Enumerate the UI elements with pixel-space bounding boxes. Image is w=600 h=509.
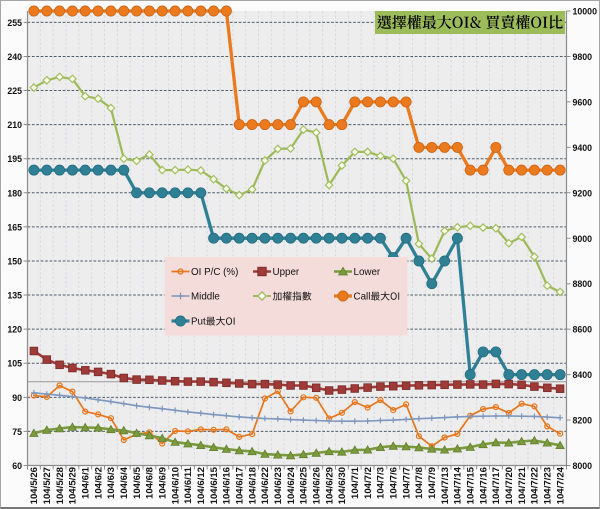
svg-text:104/6/2: 104/6/2 — [93, 467, 104, 499]
svg-text:104/7/23: 104/7/23 — [543, 467, 554, 504]
svg-text:240: 240 — [7, 52, 22, 62]
svg-text:104/7/2: 104/7/2 — [363, 467, 374, 499]
svg-text:Put: Put — [191, 317, 206, 328]
svg-text:60: 60 — [12, 461, 22, 471]
svg-text:104/6/15: 104/6/15 — [209, 466, 220, 504]
svg-text:90: 90 — [12, 393, 22, 403]
svg-text:Lower: Lower — [354, 267, 381, 278]
svg-text:104/6/17: 104/6/17 — [234, 467, 245, 504]
svg-text:104/7/9: 104/7/9 — [427, 467, 438, 499]
svg-text:Upper: Upper — [273, 267, 300, 278]
svg-text:104/5/29: 104/5/29 — [68, 467, 79, 504]
svg-text:104/6/25: 104/6/25 — [299, 466, 310, 504]
svg-text:104/5/27: 104/5/27 — [42, 467, 53, 504]
svg-text:104/7/6: 104/7/6 — [388, 467, 399, 499]
svg-text:75: 75 — [12, 427, 22, 437]
svg-text:104/6/29: 104/6/29 — [324, 467, 335, 504]
svg-text:104/6/9: 104/6/9 — [157, 467, 168, 499]
svg-text:104/6/30: 104/6/30 — [337, 467, 348, 504]
svg-text:104/7/16: 104/7/16 — [478, 467, 489, 504]
svg-text:9200: 9200 — [573, 188, 593, 198]
svg-text:105: 105 — [7, 359, 22, 369]
svg-text:150: 150 — [7, 257, 22, 267]
svg-text:9000: 9000 — [573, 234, 593, 244]
svg-text:104/7/7: 104/7/7 — [401, 467, 412, 499]
svg-text:8400: 8400 — [573, 370, 593, 380]
svg-text:104/7/1: 104/7/1 — [350, 466, 361, 499]
svg-text:Middle: Middle — [191, 292, 220, 303]
svg-text:104/7/3: 104/7/3 — [376, 467, 387, 499]
svg-text:10000: 10000 — [573, 7, 598, 17]
svg-text:225: 225 — [7, 86, 22, 96]
svg-text:104/7/22: 104/7/22 — [530, 467, 541, 504]
svg-text:104/6/11: 104/6/11 — [183, 466, 194, 503]
svg-text:104/6/24: 104/6/24 — [286, 466, 297, 504]
svg-text:8000: 8000 — [573, 461, 593, 471]
svg-text:104/7/8: 104/7/8 — [414, 466, 425, 499]
svg-text:104/5/26: 104/5/26 — [29, 467, 40, 504]
svg-text:120: 120 — [7, 325, 22, 335]
svg-text:104/6/26: 104/6/26 — [311, 467, 322, 504]
svg-text:104/5/28: 104/5/28 — [55, 466, 66, 504]
svg-text:9800: 9800 — [573, 52, 593, 62]
svg-text:165: 165 — [7, 222, 22, 232]
svg-text:9600: 9600 — [573, 97, 593, 107]
svg-text:104/7/15: 104/7/15 — [465, 466, 476, 504]
svg-text:104/6/16: 104/6/16 — [222, 467, 233, 504]
svg-text:104/6/1: 104/6/1 — [81, 466, 92, 499]
svg-text:8600: 8600 — [573, 325, 593, 335]
svg-text:104/6/5: 104/6/5 — [132, 466, 143, 499]
svg-text:135: 135 — [7, 291, 22, 301]
svg-text:8200: 8200 — [573, 416, 593, 426]
svg-text:104/7/20: 104/7/20 — [504, 467, 515, 504]
svg-text:104/6/12: 104/6/12 — [196, 467, 207, 504]
svg-text:255: 255 — [7, 18, 22, 28]
svg-text:Call: Call — [354, 292, 371, 303]
svg-text:104/7/14: 104/7/14 — [453, 466, 464, 504]
svg-text:104/7/17: 104/7/17 — [491, 467, 502, 504]
svg-text:104/7/24: 104/7/24 — [555, 466, 566, 504]
svg-text:OI P/C (%): OI P/C (%) — [191, 267, 238, 278]
svg-text:104/7/13: 104/7/13 — [440, 467, 451, 504]
svg-text:210: 210 — [7, 120, 22, 130]
svg-text:195: 195 — [7, 154, 22, 164]
svg-text:104/6/10: 104/6/10 — [170, 467, 181, 504]
svg-text:180: 180 — [7, 188, 22, 198]
svg-text:104/6/3: 104/6/3 — [106, 467, 117, 499]
svg-text:104/6/18: 104/6/18 — [247, 466, 258, 504]
svg-text:9400: 9400 — [573, 143, 593, 153]
svg-text:104/6/22: 104/6/22 — [260, 467, 271, 504]
svg-text:104/6/23: 104/6/23 — [273, 467, 284, 504]
svg-text:104/6/8: 104/6/8 — [145, 466, 156, 499]
svg-text:104/7/21: 104/7/21 — [517, 466, 528, 504]
svg-text:104/6/4: 104/6/4 — [119, 466, 130, 499]
svg-text:8800: 8800 — [573, 279, 593, 289]
